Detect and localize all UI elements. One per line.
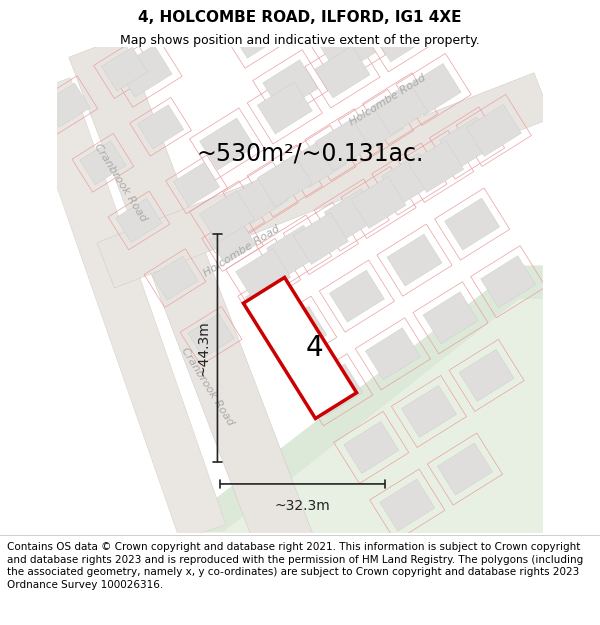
Polygon shape: [409, 141, 464, 192]
Text: ~44.3m: ~44.3m: [196, 320, 210, 376]
Polygon shape: [266, 225, 322, 277]
Polygon shape: [365, 328, 421, 380]
Polygon shape: [308, 364, 363, 416]
Polygon shape: [287, 0, 342, 22]
Polygon shape: [203, 266, 543, 532]
Polygon shape: [236, 249, 291, 301]
Polygon shape: [329, 270, 385, 322]
Polygon shape: [387, 234, 442, 286]
Polygon shape: [25, 78, 226, 541]
Polygon shape: [291, 136, 346, 188]
Polygon shape: [351, 176, 406, 229]
Polygon shape: [459, 349, 514, 401]
Polygon shape: [188, 314, 234, 358]
Polygon shape: [272, 306, 327, 358]
Polygon shape: [423, 292, 478, 344]
Polygon shape: [245, 278, 292, 322]
Polygon shape: [80, 141, 126, 185]
Text: ~32.3m: ~32.3m: [275, 499, 331, 512]
Polygon shape: [378, 0, 433, 39]
Polygon shape: [44, 83, 90, 127]
Text: Map shows position and indicative extent of the property.: Map shows position and indicative extent…: [120, 34, 480, 47]
Polygon shape: [344, 421, 399, 474]
Text: Holcombe Road: Holcombe Road: [347, 72, 427, 128]
Polygon shape: [222, 299, 543, 532]
Polygon shape: [445, 198, 500, 250]
Polygon shape: [200, 191, 254, 243]
Polygon shape: [349, 99, 403, 151]
Text: ~530m²/~0.131ac.: ~530m²/~0.131ac.: [196, 142, 424, 166]
Polygon shape: [117, 45, 172, 97]
Polygon shape: [196, 0, 251, 4]
Polygon shape: [373, 10, 428, 62]
Polygon shape: [324, 189, 379, 241]
Polygon shape: [69, 36, 317, 567]
Polygon shape: [101, 47, 148, 91]
Text: Holcombe Road: Holcombe Road: [202, 223, 281, 278]
Polygon shape: [439, 117, 494, 169]
Text: 4, HOLCOMBE ROAD, ILFORD, IG1 4XE: 4, HOLCOMBE ROAD, ILFORD, IG1 4XE: [138, 10, 462, 25]
Polygon shape: [466, 104, 521, 156]
Text: Contains OS data © Crown copyright and database right 2021. This information is : Contains OS data © Crown copyright and d…: [7, 542, 583, 590]
Polygon shape: [116, 199, 162, 242]
Polygon shape: [406, 64, 461, 116]
Polygon shape: [436, 0, 491, 4]
Polygon shape: [257, 82, 313, 134]
Polygon shape: [293, 213, 349, 264]
Polygon shape: [244, 278, 356, 419]
Polygon shape: [209, 220, 256, 264]
Polygon shape: [315, 119, 370, 171]
Polygon shape: [257, 155, 313, 207]
Text: Cranbrook Road: Cranbrook Road: [179, 346, 236, 428]
Polygon shape: [200, 118, 254, 170]
Polygon shape: [173, 162, 220, 206]
Polygon shape: [97, 72, 551, 288]
Polygon shape: [481, 256, 536, 308]
Text: Cranbrook Road: Cranbrook Road: [92, 142, 148, 224]
Polygon shape: [315, 46, 370, 98]
Polygon shape: [229, 6, 284, 58]
Polygon shape: [382, 153, 437, 205]
Polygon shape: [401, 386, 457, 438]
Polygon shape: [380, 479, 435, 531]
Polygon shape: [320, 24, 376, 76]
Polygon shape: [152, 256, 198, 300]
Polygon shape: [437, 443, 493, 495]
Polygon shape: [373, 82, 428, 135]
Polygon shape: [263, 60, 318, 112]
Polygon shape: [137, 105, 184, 149]
Polygon shape: [233, 171, 288, 224]
Text: 4: 4: [306, 334, 323, 362]
